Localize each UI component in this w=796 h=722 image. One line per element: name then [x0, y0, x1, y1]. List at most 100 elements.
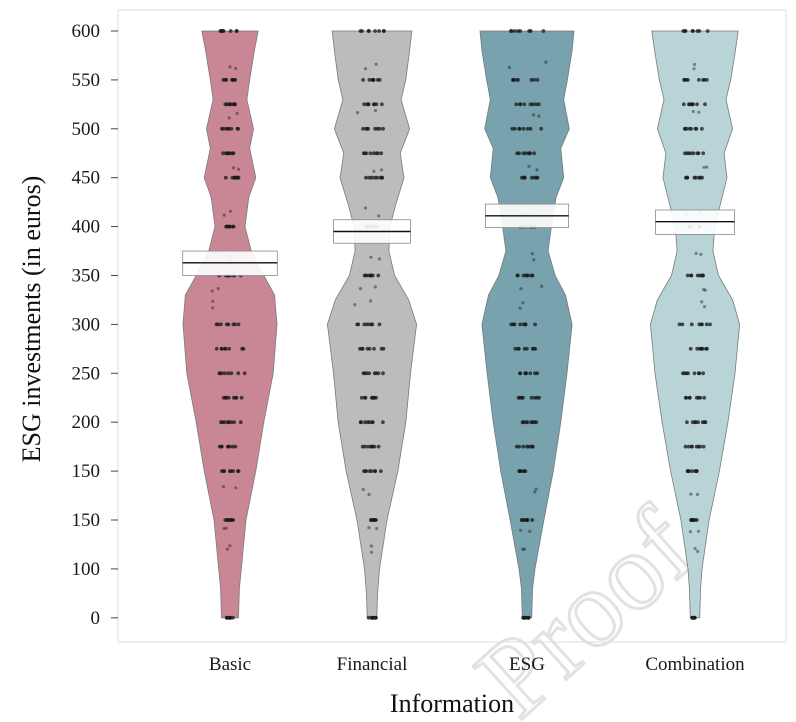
data-point: [375, 78, 380, 82]
data-point: [685, 151, 690, 156]
data-point: [534, 420, 539, 425]
y-axis-ticks: 0 100 150 150 200 250 300 350 400 450 500 550 600: [72, 21, 118, 629]
data-point: [690, 469, 694, 473]
data-point: [225, 102, 229, 107]
data-point: [680, 322, 685, 327]
data-point: [233, 444, 238, 449]
data-point: [528, 126, 533, 131]
data-point: [516, 395, 521, 400]
data-point: [693, 420, 698, 425]
data-point: [364, 469, 368, 473]
data-point: [526, 615, 531, 620]
data-point: [701, 78, 705, 82]
data-point: [231, 151, 236, 156]
data-point: [695, 273, 700, 278]
data-point: [697, 29, 702, 33]
data-point: [529, 78, 534, 82]
data-point: [685, 420, 689, 425]
data-point: [683, 395, 688, 400]
data-point: [702, 165, 706, 169]
data-point: [528, 151, 532, 156]
data-point: [529, 395, 534, 400]
data-point: [683, 444, 688, 449]
data-point: [517, 126, 522, 131]
data-points: [210, 29, 247, 620]
data-point: [374, 395, 378, 400]
data-point: [227, 102, 232, 107]
data-point: [532, 395, 537, 400]
data-point: [375, 126, 380, 131]
data-point: [372, 102, 377, 107]
data-point: [369, 444, 374, 449]
data-point: [518, 322, 523, 327]
data-point: [699, 252, 703, 256]
data-point: [356, 111, 360, 115]
data-point: [527, 164, 531, 168]
data-point: [690, 102, 695, 107]
data-point: [701, 371, 705, 376]
data-point: [693, 126, 698, 131]
y-tick-label: 550: [72, 70, 101, 91]
y-tick-label: 300: [72, 314, 101, 335]
data-point: [515, 151, 520, 156]
data-point: [381, 126, 385, 131]
data-point: [705, 165, 709, 169]
data-point: [702, 287, 706, 292]
data-point: [532, 113, 536, 117]
data-point: [539, 126, 544, 131]
data-point: [532, 151, 536, 156]
violin-body: [650, 30, 740, 619]
y-tick-label: 0: [91, 608, 101, 629]
data-point: [369, 255, 373, 259]
data-point: [697, 110, 701, 114]
data-point: [375, 526, 379, 531]
data-point: [228, 65, 232, 69]
data-point: [228, 29, 233, 33]
y-tick-label: 400: [72, 217, 101, 238]
data-point: [242, 371, 247, 376]
data-point: [367, 175, 372, 180]
data-point: [517, 469, 522, 473]
data-point: [687, 126, 692, 131]
data-point: [533, 322, 537, 327]
data-point: [702, 395, 707, 400]
data-point: [534, 102, 538, 107]
data-point: [219, 322, 223, 327]
data-point: [380, 102, 384, 107]
data-point: [379, 168, 384, 172]
data-point: [532, 175, 537, 180]
data-point: [695, 492, 700, 496]
data-point: [369, 299, 373, 303]
violin-financial: [327, 29, 417, 620]
data-point: [377, 257, 382, 261]
data-point: [677, 322, 682, 327]
data-point: [694, 469, 699, 473]
data-point: [225, 518, 229, 522]
violin-basic: [182, 29, 278, 620]
data-point: [691, 29, 695, 33]
data-point: [226, 420, 231, 425]
data-point: [361, 78, 365, 82]
y-tick-label: 350: [72, 266, 101, 287]
data-point: [367, 420, 372, 425]
data-point: [370, 420, 375, 425]
data-point: [511, 78, 516, 82]
data-point: [695, 151, 700, 156]
data-point: [708, 322, 712, 327]
y-tick-label: 150: [72, 461, 101, 482]
data-point: [210, 289, 214, 293]
data-point: [363, 420, 367, 425]
data-point: [221, 485, 225, 489]
data-point: [515, 273, 520, 278]
data-point: [523, 615, 528, 620]
data-point: [510, 126, 515, 131]
data-point: [224, 526, 228, 530]
data-point: [362, 395, 367, 400]
data-point: [224, 151, 228, 156]
data-point: [362, 444, 367, 449]
data-point: [376, 371, 381, 376]
data-point: [701, 151, 706, 156]
data-point: [523, 518, 528, 522]
violin-combination: [650, 29, 740, 620]
data-point: [516, 346, 520, 351]
